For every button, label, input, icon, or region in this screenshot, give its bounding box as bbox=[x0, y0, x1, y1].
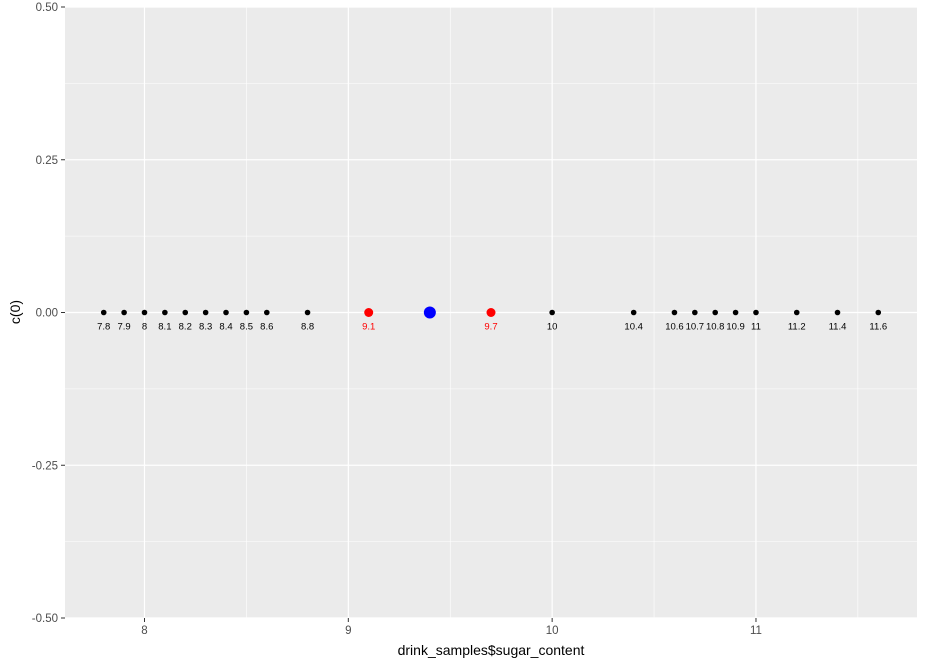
point-label: 8.5 bbox=[240, 322, 253, 333]
point-label: 10.6 bbox=[665, 322, 684, 333]
y-tick-label: 0.25 bbox=[36, 155, 58, 167]
data-point bbox=[121, 309, 127, 316]
point-label: 10.7 bbox=[686, 322, 705, 333]
data-point bbox=[712, 309, 719, 316]
data-point bbox=[162, 309, 168, 316]
y-tick-label: 0.00 bbox=[36, 308, 58, 320]
data-point bbox=[732, 309, 739, 316]
point-label: 8.4 bbox=[219, 322, 232, 333]
data-point bbox=[263, 309, 270, 316]
point-label: 8.6 bbox=[260, 322, 273, 333]
point-label: 10 bbox=[547, 322, 558, 333]
x-tick-label: 8 bbox=[141, 625, 147, 637]
data-point bbox=[834, 309, 841, 316]
point-label: 10.4 bbox=[624, 322, 643, 333]
y-axis-title: c(0) bbox=[7, 300, 23, 324]
y-tick-label: -0.50 bbox=[32, 613, 58, 625]
data-point bbox=[671, 309, 678, 316]
highlight-point bbox=[423, 306, 436, 319]
point-label: 11 bbox=[751, 322, 761, 333]
data-point bbox=[486, 308, 496, 317]
data-point bbox=[549, 309, 555, 316]
x-axis-title: drink_samples$sugar_content bbox=[398, 642, 585, 658]
data-point bbox=[223, 309, 229, 316]
point-label: 10.8 bbox=[706, 322, 725, 333]
data-point bbox=[364, 308, 374, 317]
point-label: 8.1 bbox=[158, 322, 171, 333]
point-label: 9.7 bbox=[484, 322, 497, 333]
y-tick-label: 0.50 bbox=[36, 2, 58, 14]
point-label: 9.1 bbox=[362, 322, 375, 333]
point-label: 11.6 bbox=[869, 322, 887, 333]
data-point bbox=[793, 309, 800, 316]
point-label: 8.8 bbox=[301, 322, 314, 333]
point-label: 8.3 bbox=[199, 322, 212, 333]
data-point bbox=[753, 309, 759, 316]
data-point bbox=[304, 309, 311, 316]
data-point bbox=[875, 309, 882, 316]
point-label: 11.2 bbox=[788, 322, 806, 333]
x-tick-label: 9 bbox=[345, 625, 351, 637]
data-point bbox=[100, 309, 107, 316]
data-point bbox=[141, 309, 148, 316]
data-point bbox=[182, 309, 189, 316]
data-point bbox=[692, 309, 698, 316]
point-label: 11.4 bbox=[829, 322, 847, 333]
y-tick-label: -0.25 bbox=[32, 460, 58, 472]
data-point bbox=[630, 309, 637, 316]
data-point bbox=[202, 309, 209, 316]
point-label: 8 bbox=[142, 322, 147, 333]
x-tick-label: 10 bbox=[546, 625, 559, 637]
x-tick-label: 11 bbox=[750, 625, 762, 637]
point-label: 7.8 bbox=[97, 322, 110, 333]
point-label: 8.2 bbox=[179, 322, 192, 333]
point-label: 7.9 bbox=[118, 322, 131, 333]
point-label: 10.9 bbox=[726, 322, 745, 333]
data-point bbox=[243, 309, 250, 316]
